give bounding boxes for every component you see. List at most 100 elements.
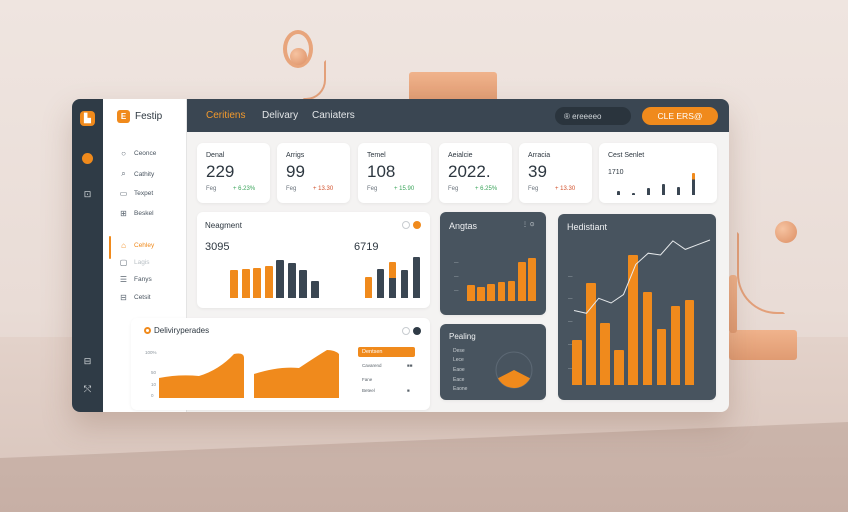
delivery-y-tick: 10 xyxy=(151,382,157,387)
decor-ring xyxy=(283,30,313,68)
camera-icon[interactable]: ⊡ xyxy=(83,189,92,199)
kpi-card[interactable]: Aeialcie 2022. Feg + 6.25% xyxy=(439,143,512,203)
option-icon[interactable] xyxy=(402,327,410,335)
card-menu-icon[interactable]: ⋮ ⊙ xyxy=(522,222,535,228)
table-row-label: Beteel xyxy=(362,388,375,393)
kpi-value: 99 xyxy=(286,162,305,181)
sidebar-item-lagis[interactable]: ▢ Lagis xyxy=(119,258,150,267)
kpi-delta: + 6.25% xyxy=(475,186,498,192)
sidebar-item-fanys[interactable]: ☰ Fanys xyxy=(119,275,152,284)
kpi-card[interactable]: Arracia 39 Feg + 13.30 xyxy=(519,143,592,203)
segment-bar xyxy=(377,269,384,298)
kpi-card[interactable]: Temel 108 Feg + 15.90 xyxy=(358,143,431,203)
pending-card[interactable]: Pealing Dese Lece Eaoe Eace Eaone xyxy=(440,324,546,400)
segment-bar xyxy=(230,270,238,298)
cta-button[interactable]: CLE ERS@ xyxy=(642,107,718,125)
segment-bar xyxy=(401,270,408,298)
angles-bar xyxy=(497,282,506,301)
kpi-sub: Feg xyxy=(286,186,297,192)
donut-track xyxy=(495,351,533,389)
trend-line xyxy=(573,239,711,314)
segment-title: Neagment xyxy=(205,221,242,230)
sidebar-item-label: Beskel xyxy=(134,210,154,217)
sidebar-item-label: Fanys xyxy=(134,276,152,283)
angles-bar xyxy=(487,283,495,301)
sidebar-item-label: Cetsit xyxy=(134,294,151,301)
angles-card[interactable]: Angtas ⋮ ⊙ — — — xyxy=(440,212,546,315)
kpi-card[interactable]: Arrigs 99 Feg + 13.30 xyxy=(277,143,350,203)
segment-card[interactable]: Neagment 3095 6719 xyxy=(197,212,430,308)
trend-card[interactable]: Hedistiant — — — — — xyxy=(558,214,716,400)
angles-title: Angtas xyxy=(449,221,478,231)
segment-bar xyxy=(413,256,420,298)
list-icon: ☰ xyxy=(119,275,128,284)
pending-donut xyxy=(495,351,533,389)
delivery-card[interactable]: Deliviryperades 100% 50 10 0 Dentsen Cav… xyxy=(131,318,430,410)
legend-label: Dese xyxy=(453,348,465,354)
home-icon: ⌂ xyxy=(121,241,126,250)
square-icon: ▢ xyxy=(119,258,128,267)
brand-logo-icon: E xyxy=(117,110,130,123)
toggle-icon[interactable] xyxy=(413,221,421,229)
segment-bar xyxy=(264,265,273,298)
segment-bar xyxy=(310,280,319,298)
kpi-sub: Feg xyxy=(206,186,217,192)
donut-slice xyxy=(498,370,530,388)
mini-bar xyxy=(692,173,695,195)
segment-bar xyxy=(276,260,284,298)
mini-chart-title: Cest Senlet xyxy=(608,152,645,159)
kpi-card[interactable]: Denal 229 Feg + 6.23% xyxy=(197,143,270,203)
tab-ceritiens[interactable]: Ceritiens xyxy=(206,110,246,121)
sidebar-item-beskel[interactable]: ⊞ Beskel xyxy=(119,209,154,218)
trend-bar xyxy=(670,306,681,385)
chat-icon[interactable]: ⊟ xyxy=(83,356,92,366)
delivery-table-head: Dentsen xyxy=(358,347,415,357)
segment-bar xyxy=(287,263,296,298)
mini-bar-chart xyxy=(617,171,707,195)
kpi-delta: + 15.90 xyxy=(394,186,415,192)
search-pill[interactable]: ® ereeeeo xyxy=(555,107,631,125)
segment-left-value: 3095 xyxy=(205,241,230,253)
kpi-delta: + 13.30 xyxy=(555,186,576,192)
tab-delivary[interactable]: Delivary xyxy=(262,110,299,121)
app-logo-icon[interactable]: ▙ xyxy=(80,111,95,126)
search-label: ® ereeeeo xyxy=(564,111,602,121)
decor-box-right xyxy=(729,330,797,360)
decor-wire-right xyxy=(737,232,785,314)
kpi-sub: Feg xyxy=(528,186,539,192)
trend-bar xyxy=(586,283,596,385)
mini-chart-card[interactable]: Cest Senlet 1710 xyxy=(599,143,717,203)
axis-tick: — xyxy=(454,274,459,279)
sidebar-item-label: Texpet xyxy=(134,190,154,197)
table-row-label: Cavarend xyxy=(362,363,382,368)
segment-right-value: 6719 xyxy=(354,241,379,253)
legend-label: Eaone xyxy=(453,386,468,392)
table-icon: ⊟ xyxy=(120,293,127,302)
option-icon[interactable] xyxy=(402,221,410,229)
trend-bar xyxy=(600,322,610,385)
segment-left-chart xyxy=(230,252,326,298)
coin-icon[interactable] xyxy=(80,151,95,166)
angles-bar-chart xyxy=(467,248,539,301)
brand: E Festip xyxy=(117,110,162,123)
decor-wire-top xyxy=(302,60,326,100)
axis-tick: — xyxy=(568,342,573,347)
sidebar-item-texpet[interactable]: ▭ Texpet xyxy=(119,189,153,198)
tab-caniaters[interactable]: Caniaters xyxy=(312,110,355,121)
share-icon[interactable]: ⤲ xyxy=(83,384,92,394)
angles-bar xyxy=(467,285,475,301)
axis-tick: — xyxy=(568,296,573,301)
mini-bar xyxy=(677,186,680,195)
sidebar-item-ceonce[interactable]: ○ Ceonce xyxy=(119,149,156,158)
sidebar-item-cathity[interactable]: ⌕ Cathity xyxy=(119,169,154,179)
dashboard-window: ▙ ⊡ ⊟ ⤲ E Festip ○ Ceonce ⌕ Cathity ▭ Texpe… xyxy=(72,99,729,412)
delivery-area-2 xyxy=(254,350,339,398)
sidebar-item-cetsit[interactable]: ⊟ Cetsit xyxy=(119,293,151,302)
sidebar-item-cehley[interactable]: ⌂ Cehley xyxy=(119,241,154,250)
toggle-icon[interactable] xyxy=(413,327,421,335)
pending-title: Pealing xyxy=(449,332,476,341)
delivery-y-tick: 50 xyxy=(151,370,157,375)
kpi-delta: + 13.30 xyxy=(313,186,334,192)
axis-tick: — xyxy=(568,319,573,324)
mini-chart-value: 1710 xyxy=(608,169,624,176)
